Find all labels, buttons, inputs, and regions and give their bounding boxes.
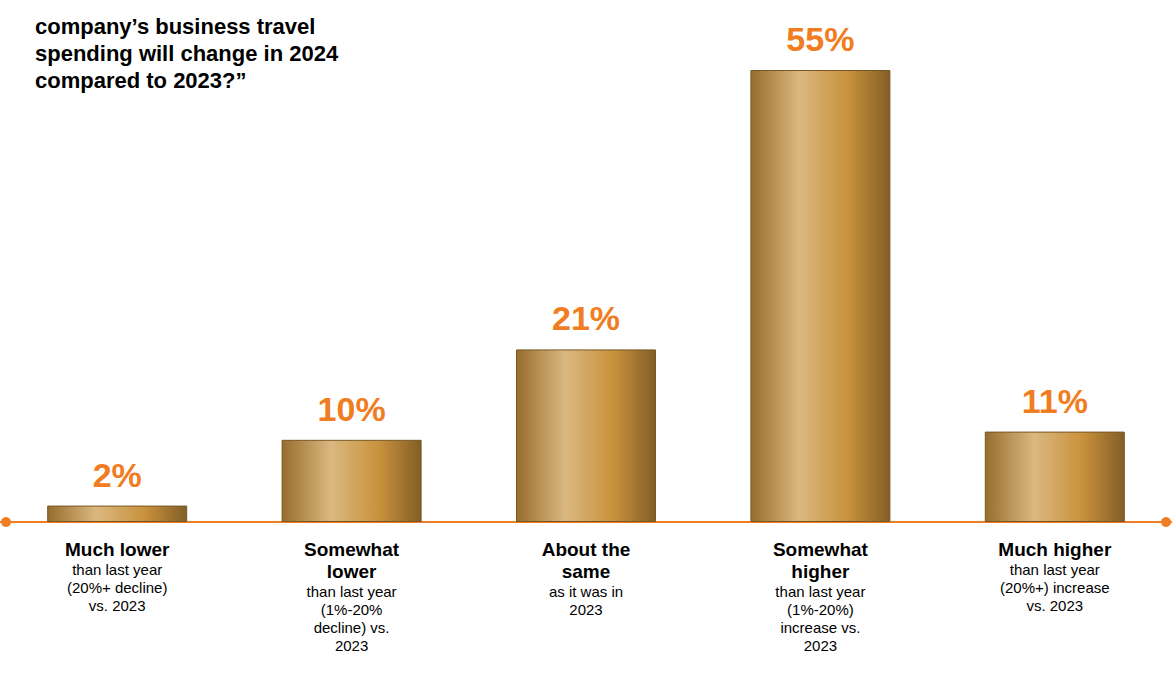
svg-text:2023: 2023 xyxy=(804,637,837,654)
svg-text:higher: higher xyxy=(791,561,850,582)
svg-text:company’s business travel: company’s business travel xyxy=(35,14,322,39)
svg-text:compared to 2023?”: compared to 2023?” xyxy=(35,68,247,93)
svg-text:spending will change in 2024: spending will change in 2024 xyxy=(35,41,344,66)
svg-text:11%: 11% xyxy=(1022,382,1088,420)
svg-text:(20%+) increase: (20%+) increase xyxy=(1000,579,1110,596)
svg-text:2023: 2023 xyxy=(335,637,368,654)
svg-text:same: same xyxy=(562,561,611,582)
svg-text:(20%+ decline): (20%+ decline) xyxy=(67,579,167,596)
svg-text:Much lower: Much lower xyxy=(65,539,170,560)
svg-text:21%: 21% xyxy=(552,299,620,337)
svg-text:2023: 2023 xyxy=(569,601,602,618)
svg-text:than last year: than last year xyxy=(775,583,865,600)
svg-text:About the: About the xyxy=(542,539,631,560)
svg-text:55%: 55% xyxy=(786,20,854,58)
svg-text:than last year: than last year xyxy=(1010,561,1100,578)
svg-text:Much higher: Much higher xyxy=(998,539,1112,560)
svg-text:vs. 2023: vs. 2023 xyxy=(89,597,146,614)
svg-text:Somewhat: Somewhat xyxy=(773,539,869,560)
svg-text:(1%-20%): (1%-20%) xyxy=(787,601,854,618)
svg-text:decline) vs.: decline) vs. xyxy=(314,619,390,636)
svg-text:vs. 2023: vs. 2023 xyxy=(1026,597,1083,614)
svg-text:than last year: than last year xyxy=(307,583,397,600)
svg-text:(1%-20%: (1%-20% xyxy=(321,601,383,618)
svg-text:increase vs.: increase vs. xyxy=(780,619,860,636)
svg-text:Somewhat: Somewhat xyxy=(304,539,400,560)
svg-text:lower: lower xyxy=(327,561,377,582)
svg-text:as it was in: as it was in xyxy=(549,583,623,600)
svg-text:2%: 2% xyxy=(93,456,142,494)
svg-text:than last year: than last year xyxy=(72,561,162,578)
svg-text:10%: 10% xyxy=(318,390,386,428)
